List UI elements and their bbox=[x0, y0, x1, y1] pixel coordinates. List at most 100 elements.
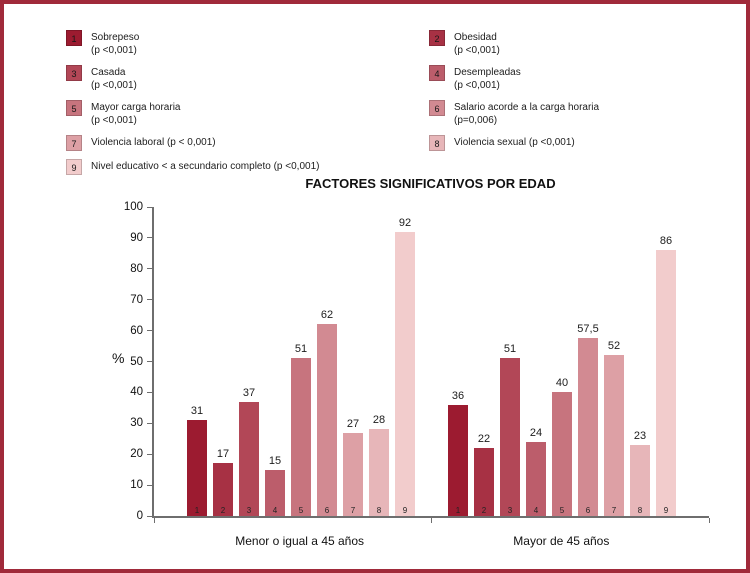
legend-swatch-3: 3 bbox=[66, 65, 82, 81]
legend-item-6: 6 Salario acorde a la carga horaria (p=0,0… bbox=[429, 100, 734, 127]
y-tick-0 bbox=[147, 515, 154, 517]
legend-swatch-2: 2 bbox=[429, 30, 445, 46]
bar-value-label: 31 bbox=[190, 405, 204, 418]
bar-group2-factor5: 40 5 bbox=[552, 377, 572, 516]
bar-number-label: 4 bbox=[533, 506, 539, 515]
bar-group1-factor9: 92 9 bbox=[395, 217, 415, 516]
legend-swatch-5: 5 bbox=[66, 100, 82, 116]
bar-value-label: 28 bbox=[372, 414, 386, 427]
bar-number-label: 5 bbox=[559, 506, 565, 515]
legend-swatch-1: 1 bbox=[66, 30, 82, 46]
bar-value-label: 27 bbox=[346, 417, 360, 430]
x-tick bbox=[708, 518, 710, 523]
plot-area: 31 1 17 2 37 3 15 4 51 5 62 6 27 7 28 8 92 9 36 1 22 2 51 3 24 4 4… bbox=[124, 201, 710, 523]
y-tick-50 bbox=[147, 361, 154, 362]
x-tick bbox=[431, 518, 432, 523]
bar-group2-factor8: 23 8 bbox=[630, 430, 650, 516]
chart-title: FACTORES SIGNIFICATIVOS POR EDAD bbox=[305, 176, 556, 191]
bar-value-label: 23 bbox=[633, 429, 647, 442]
bar-number-label: 9 bbox=[663, 506, 669, 515]
bar-group1-factor1: 31 1 bbox=[187, 405, 207, 516]
bar-number-label: 5 bbox=[298, 506, 304, 515]
bar-group-1: 31 1 17 2 37 3 15 4 51 5 62 6 27 7 28 8 92 9 bbox=[187, 207, 415, 516]
y-tick-label-50: 50 bbox=[130, 355, 143, 368]
y-tick-30 bbox=[147, 422, 154, 424]
y-tick-label-90: 90 bbox=[130, 231, 143, 244]
bar-value-label: 15 bbox=[268, 454, 282, 467]
y-tick-10 bbox=[147, 484, 154, 486]
bar-value-label: 22 bbox=[477, 433, 491, 446]
legend-label-1: Sobrepeso (p <0,001) bbox=[91, 32, 140, 56]
bar-value-label: 37 bbox=[242, 386, 256, 399]
y-axis-label: % bbox=[112, 350, 125, 366]
y-tick-40 bbox=[147, 391, 154, 393]
bar-group2-factor3: 51 3 bbox=[500, 343, 520, 516]
legend-item-4: 4 Desempleadas (p <0,001) bbox=[429, 65, 734, 92]
y-tick-label-20: 20 bbox=[130, 448, 143, 461]
y-tick-80 bbox=[147, 268, 154, 270]
y-tick-label-100: 100 bbox=[123, 201, 143, 213]
legend-label-4: Desempleadas (p <0,001) bbox=[454, 67, 521, 91]
bar-number-label: 3 bbox=[246, 506, 252, 515]
y-tick-label-60: 60 bbox=[130, 324, 143, 337]
legend-label-9: Nivel educativo < a secundario completo … bbox=[91, 161, 320, 172]
bar-value-label: 36 bbox=[451, 389, 465, 402]
bar-group1-factor2: 17 2 bbox=[213, 448, 233, 516]
legend-label-7: Violencia laboral (p < 0,001) bbox=[91, 137, 216, 148]
bar-value-label: 40 bbox=[555, 377, 569, 390]
legend-label-5: Mayor carga horaria (p <0,001) bbox=[91, 102, 181, 126]
y-tick-20 bbox=[147, 453, 154, 455]
y-tick-60 bbox=[147, 330, 154, 332]
legend-item-1: 1 Sobrepeso (p <0,001) bbox=[66, 30, 429, 57]
bar-value-label: 17 bbox=[216, 448, 230, 461]
bar-group-2: 36 1 22 2 51 3 24 4 40 5 57,5 6 52 7 23 8 86 9 bbox=[448, 207, 676, 516]
bar-value-label: 86 bbox=[659, 235, 673, 248]
group-label-1: Menor o igual a 45 años bbox=[235, 534, 365, 548]
bar-group1-factor8: 28 8 bbox=[369, 414, 389, 516]
bar-number-label: 6 bbox=[585, 506, 591, 515]
legend-swatch-4: 4 bbox=[429, 65, 445, 81]
legend-item-9: 9 Nivel educativo < a secundario completo… bbox=[66, 159, 429, 175]
bar-value-label: 62 bbox=[320, 309, 334, 322]
bar-value-label: 51 bbox=[294, 343, 308, 356]
bar-value-label: 92 bbox=[398, 216, 412, 229]
bar-number-label: 8 bbox=[376, 506, 382, 515]
legend-swatch-8: 8 bbox=[429, 135, 445, 151]
group-label-2: Mayor de 45 años bbox=[513, 534, 610, 548]
bar-number-label: 1 bbox=[194, 506, 200, 515]
bar-value-label: 52 bbox=[607, 340, 621, 353]
bar-number-label: 2 bbox=[220, 506, 226, 515]
y-tick-90 bbox=[147, 237, 154, 239]
legend-label-8: Violencia sexual (p <0,001) bbox=[454, 137, 575, 148]
x-tick bbox=[153, 518, 155, 523]
bar-group1-factor3: 37 3 bbox=[239, 387, 259, 516]
bar-group1-factor4: 15 4 bbox=[265, 455, 285, 516]
bar-number-label: 9 bbox=[402, 506, 408, 515]
legend: 1 Sobrepeso (p <0,001) 2 Obesidad (p <0,001) 3… bbox=[66, 30, 734, 175]
legend-item-5: 5 Mayor carga horaria (p <0,001) bbox=[66, 100, 429, 127]
bar-group2-factor4: 24 4 bbox=[526, 427, 546, 516]
y-tick-70 bbox=[147, 299, 154, 301]
bars: 31 1 17 2 37 3 15 4 51 5 62 6 27 7 28 8 92 9 36 1 22 2 51 3 24 4 4… bbox=[154, 207, 709, 516]
legend-swatch-6: 6 bbox=[429, 100, 445, 116]
legend-item-7: 7 Violencia laboral (p < 0,001) bbox=[66, 135, 429, 151]
y-tick-label-80: 80 bbox=[130, 262, 143, 275]
legend-swatch-9: 9 bbox=[66, 159, 82, 175]
bar-group2-factor9: 86 9 bbox=[656, 235, 676, 516]
bar-number-label: 8 bbox=[637, 506, 643, 515]
y-tick-label-30: 30 bbox=[130, 417, 143, 430]
y-tick-label-70: 70 bbox=[130, 293, 143, 306]
legend-label-2: Obesidad (p <0,001) bbox=[454, 32, 500, 56]
bar-number-label: 4 bbox=[272, 506, 278, 515]
bar-number-label: 6 bbox=[324, 506, 330, 515]
bar-group1-factor6: 62 6 bbox=[317, 309, 337, 516]
legend-item-8: 8 Violencia sexual (p <0,001) bbox=[429, 135, 734, 151]
bar-number-label: 1 bbox=[455, 506, 461, 515]
bar-group2-factor7: 52 7 bbox=[604, 340, 624, 516]
bar-group2-factor6: 57,5 6 bbox=[577, 323, 599, 516]
y-tick-label-0: 0 bbox=[136, 510, 143, 522]
bar-number-label: 3 bbox=[507, 506, 513, 515]
legend-swatch-7: 7 bbox=[66, 135, 82, 151]
legend-label-3: Casada (p <0,001) bbox=[91, 67, 137, 91]
